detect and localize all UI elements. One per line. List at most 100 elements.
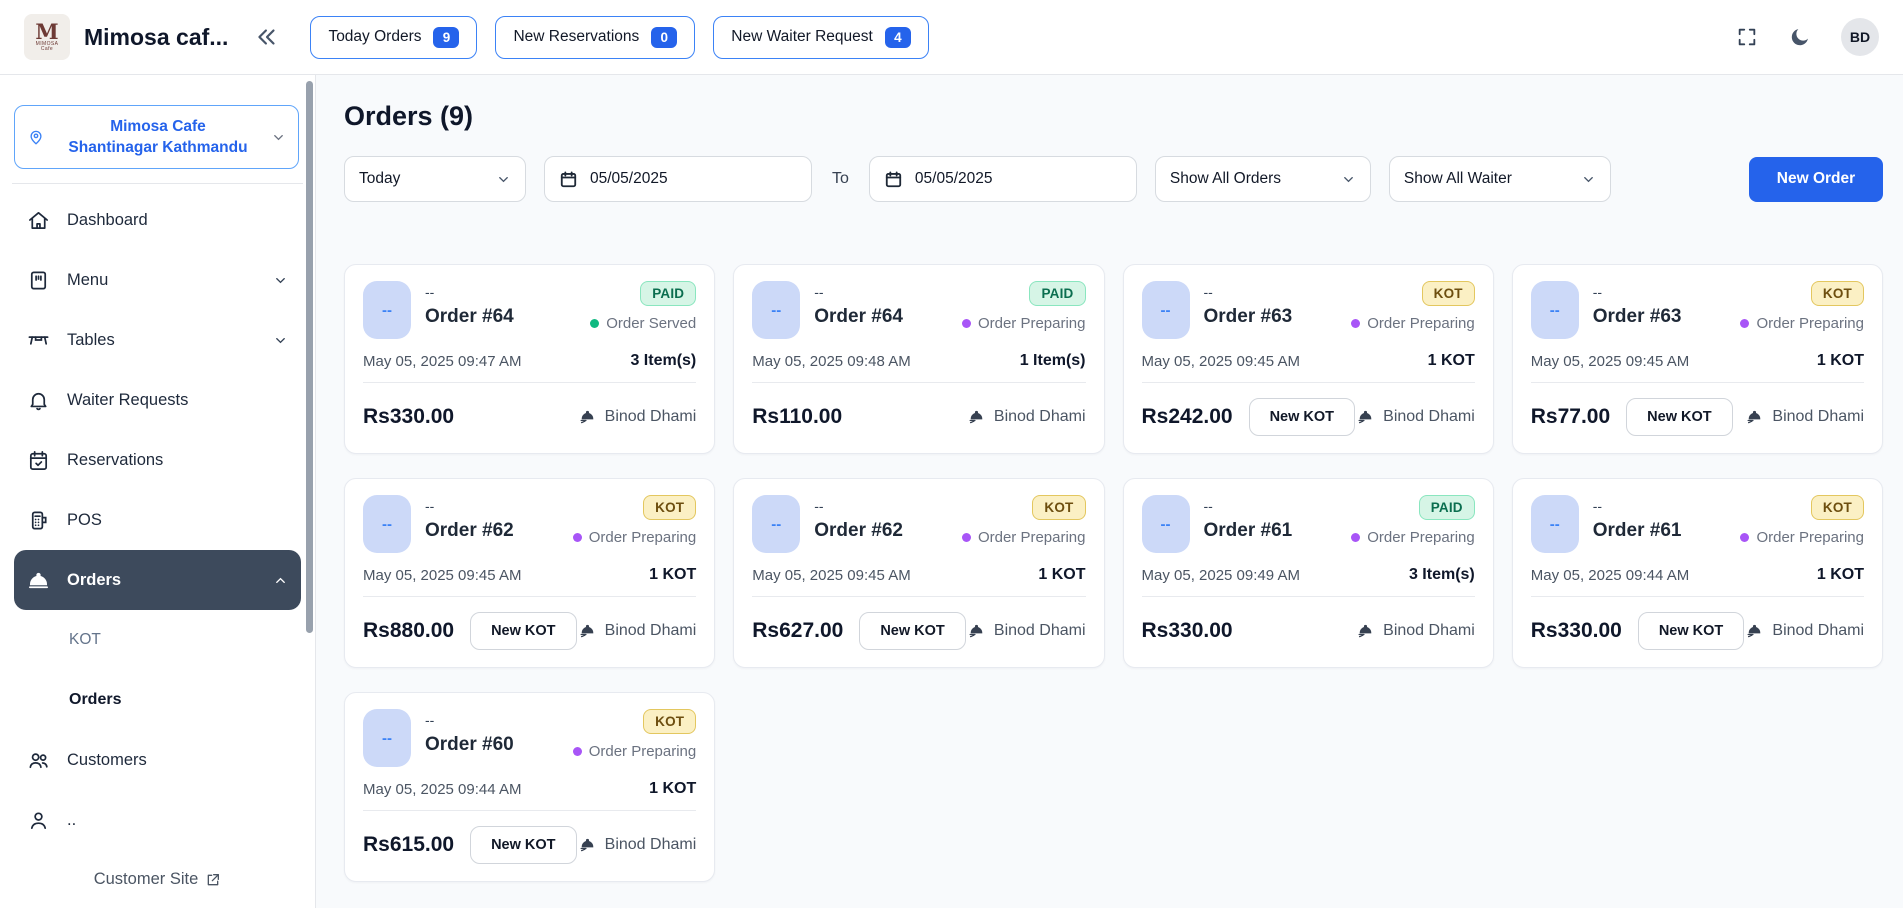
- order-avatar: --: [363, 281, 411, 339]
- location-name: Mimosa Cafe: [110, 118, 206, 135]
- new-kot-button[interactable]: New KOT: [470, 612, 577, 650]
- order-status: Order Preparing: [1756, 529, 1864, 546]
- card-divider: [363, 596, 697, 597]
- order-payment-badge: KOT: [1810, 281, 1864, 306]
- order-card[interactable]: -- -- Order #61 KOT Order Preparing May …: [1511, 478, 1883, 668]
- sidebar-item-menu[interactable]: Menu: [14, 250, 301, 310]
- sidebar-item-tables[interactable]: Tables: [14, 310, 301, 370]
- status-dot: [572, 747, 582, 756]
- waiter-cloche-icon: [1356, 622, 1375, 641]
- new-waiter-request-count-badge: 4: [884, 26, 911, 48]
- to-label: To: [832, 170, 849, 187]
- order-avatar: --: [363, 495, 411, 553]
- waiter-name: Binod Dhami: [993, 622, 1086, 639]
- order-status: Order Preparing: [977, 529, 1086, 546]
- waiter-cloche-icon: [578, 408, 597, 427]
- sidebar-item-reservations[interactable]: Reservations: [14, 430, 301, 490]
- new-kot-button[interactable]: New KOT: [1248, 398, 1356, 436]
- sidebar-item-dashboard[interactable]: Dashboard: [14, 190, 301, 250]
- chevron-down-icon: [1341, 172, 1356, 187]
- home-icon: [27, 209, 50, 232]
- waiter-name: Binod Dhami: [1772, 408, 1864, 425]
- sidebar-scrollbar[interactable]: [306, 81, 313, 633]
- order-datetime: May 05, 2025 09:44 AM: [363, 780, 522, 798]
- user-avatar[interactable]: BD: [1841, 18, 1879, 56]
- sidebar: Mimosa Cafe Shantinagar Kathmandu Dashbo…: [0, 75, 316, 908]
- order-status: Order Preparing: [588, 743, 697, 760]
- order-amount: Rs242.00: [1141, 405, 1233, 428]
- order-card[interactable]: -- -- Order #61 PAID Order Preparing May…: [1122, 478, 1494, 668]
- order-card[interactable]: -- -- Order #60 KOT Order Preparing May …: [344, 692, 716, 882]
- order-payment-badge: KOT: [643, 709, 697, 734]
- waiter-cloche-icon: [967, 408, 986, 427]
- order-datetime: May 05, 2025 09:44 AM: [1530, 566, 1690, 584]
- fullscreen-icon[interactable]: [1736, 26, 1758, 48]
- chevron-down-icon: [271, 130, 286, 145]
- order-datetime: May 05, 2025 09:45 AM: [752, 566, 911, 584]
- order-title: Order #60: [425, 734, 514, 755]
- location-address: Shantinagar Kathmandu: [68, 139, 248, 156]
- users-icon: [27, 749, 50, 772]
- waiter-select[interactable]: Show All Waiter: [1388, 156, 1611, 202]
- order-amount: Rs77.00: [1530, 405, 1611, 428]
- waiter-cloche-icon: [578, 836, 597, 855]
- card-divider: [752, 596, 1086, 597]
- order-customer: --: [425, 284, 435, 300]
- order-quantity: 1 KOT: [649, 566, 697, 583]
- order-card[interactable]: -- -- Order #64 PAID Order Preparing May…: [733, 264, 1105, 454]
- sidebar-item-orders[interactable]: Orders: [14, 550, 301, 610]
- order-card[interactable]: -- -- Order #64 PAID Order Served May 05…: [344, 264, 716, 454]
- main-content: Orders (9) Today 05/05/2025 To 05/05/202…: [316, 75, 1903, 908]
- order-avatar: --: [1530, 495, 1579, 553]
- order-title: Order #62: [425, 520, 514, 541]
- order-payment-badge: PAID: [1029, 281, 1086, 306]
- order-card[interactable]: -- -- Order #62 KOT Order Preparing May …: [733, 478, 1105, 668]
- order-amount: Rs330.00: [363, 405, 455, 428]
- order-title: Order #61: [1592, 520, 1682, 541]
- date-range-select[interactable]: Today: [344, 156, 526, 202]
- order-payment-badge: KOT: [1421, 281, 1475, 306]
- map-pin-icon: [27, 128, 45, 146]
- date-to-input[interactable]: 05/05/2025: [868, 156, 1137, 202]
- order-status: Order Preparing: [1367, 315, 1475, 332]
- sidebar-collapse-icon[interactable]: [254, 24, 280, 50]
- chevron-down-icon: [496, 172, 511, 187]
- order-card[interactable]: -- -- Order #63 KOT Order Preparing May …: [1122, 264, 1494, 454]
- person-icon: [27, 809, 50, 832]
- date-from-input[interactable]: 05/05/2025: [544, 156, 812, 202]
- card-divider: [752, 382, 1086, 383]
- calendar-check-icon: [27, 449, 50, 472]
- order-avatar: --: [363, 709, 411, 767]
- customer-site-link[interactable]: Customer Site: [0, 851, 315, 908]
- order-datetime: May 05, 2025 09:47 AM: [363, 352, 522, 370]
- sidebar-subitem-kot[interactable]: KOT: [69, 631, 101, 648]
- dark-mode-moon-icon[interactable]: [1788, 26, 1811, 49]
- new-kot-button[interactable]: New KOT: [1626, 398, 1733, 436]
- status-dot: [590, 319, 600, 328]
- waiter-name: Binod Dhami: [604, 836, 697, 853]
- new-kot-button[interactable]: New KOT: [859, 612, 966, 650]
- sidebar-item-customers[interactable]: Customers: [14, 730, 301, 790]
- new-reservations-button[interactable]: New Reservations 0: [495, 15, 696, 59]
- sidebar-subitem-orders[interactable]: Orders: [69, 691, 122, 708]
- order-type-select[interactable]: Show All Orders: [1154, 156, 1371, 202]
- location-selector[interactable]: Mimosa Cafe Shantinagar Kathmandu: [14, 105, 299, 169]
- sidebar-item-partial[interactable]: ..: [14, 790, 301, 850]
- today-orders-button[interactable]: Today Orders 9: [310, 15, 478, 59]
- sidebar-item-pos[interactable]: POS: [14, 490, 301, 550]
- order-payment-badge: PAID: [1418, 495, 1475, 520]
- topbar-quick-buttons: Today Orders 9 New Reservations 0 New Wa…: [310, 15, 929, 59]
- new-kot-button[interactable]: New KOT: [1637, 612, 1745, 650]
- order-quantity: 1 Item(s): [1019, 352, 1086, 369]
- order-status: Order Preparing: [1756, 315, 1864, 332]
- order-datetime: May 05, 2025 09:45 AM: [363, 566, 522, 584]
- sidebar-item-waiter-requests[interactable]: Waiter Requests: [14, 370, 301, 430]
- topbar: M MIMOSA Cafe Mimosa caf... Today Orders …: [0, 0, 1903, 75]
- new-kot-button[interactable]: New KOT: [470, 826, 577, 864]
- new-order-button[interactable]: New Order: [1749, 156, 1883, 202]
- pos-terminal-icon: [27, 509, 50, 532]
- order-avatar: --: [752, 495, 801, 553]
- order-card[interactable]: -- -- Order #63 KOT Order Preparing May …: [1511, 264, 1883, 454]
- new-waiter-request-button[interactable]: New Waiter Request 4: [713, 15, 929, 59]
- order-card[interactable]: -- -- Order #62 KOT Order Preparing May …: [344, 478, 716, 668]
